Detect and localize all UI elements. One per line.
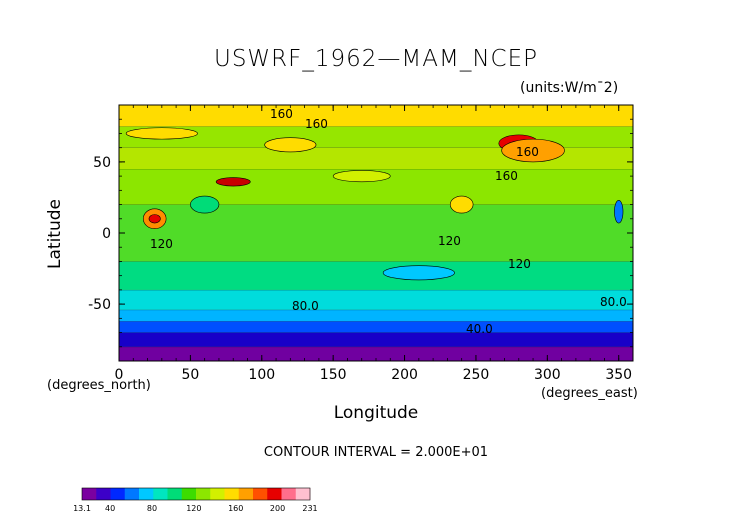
contour-region [264,137,317,153]
zonal-band [119,346,633,361]
zonal-band [119,332,633,347]
contour-region [501,138,565,163]
x-tick-label: 350 [605,367,632,383]
colorbar-swatch [210,488,225,500]
colorbar-label: 40 [105,504,115,513]
colorbar-frame [81,487,311,501]
contour-region [148,214,161,224]
x-tick-label: 200 [391,367,418,383]
contour-label: 120 [150,237,173,251]
x-tick-label: 0 [115,367,124,383]
contour-interval-label: CONTOUR INTERVAL = 2.000E+01 [263,445,489,460]
zonal-band [119,261,633,290]
chart-title: USWRF_1962—MAM_NCEP [213,46,538,72]
contour-label: 160 [495,169,518,183]
colorbar-label: 120 [186,504,201,513]
colorbar-swatch [181,488,197,500]
x-tick-label: 150 [320,367,347,383]
colorbar-label: 80 [147,504,157,513]
contour-labels: 160 160 160 160 120 120 120 80.0 80.0 40.0 [150,107,627,336]
heatmap-field [119,105,633,361]
colorbar-label: 160 [228,504,243,513]
contour-region [614,199,624,224]
colorbar-swatch [224,488,240,500]
x-tick-label: 50 [181,367,199,383]
colorbar-swatch [139,488,154,500]
colorbar-swatch [267,488,282,500]
y-tick-label: 0 [102,226,111,242]
colorbar-swatch [96,488,111,500]
contour-label: 120 [508,257,531,271]
contour-label: 160 [270,107,293,121]
colorbar-swatch [281,488,297,500]
y-axis-label: Latitude [45,199,65,269]
x-unit-label-right: (degrees_east) [541,386,638,401]
contour-label: 120 [438,234,461,248]
contour-region [382,265,455,281]
zonal-band [119,105,633,127]
contour-region [449,195,474,214]
x-axis-label: Longitude [333,403,419,423]
contour-region [215,177,251,187]
y-tick-label: -50 [88,297,111,313]
x-tick-label: 250 [463,367,490,383]
colorbar-swatch [82,488,97,500]
colorbar-swatch [153,488,168,500]
zonal-band [119,289,633,310]
colorbar-swatch [167,488,183,500]
colorbar-label: 200 [270,504,285,513]
contour-label: 160 [516,145,539,159]
colorbar-swatch [238,488,254,500]
zonal-band [119,204,633,262]
x-unit-label: (degrees_north) [47,378,151,393]
colorbar-swatch [196,488,211,500]
contour-region [332,170,391,183]
contour-region [125,127,198,140]
zonal-band [119,321,633,333]
x-tick-label: 300 [534,367,561,383]
contour-label: 80.0 [600,295,627,309]
y-tick-label: 50 [93,155,111,171]
colorbar-label: 13.1 [73,504,91,513]
colorbar-swatch [295,488,311,500]
units-label: (units:W/m¯2) [520,80,619,96]
axis-ticks: 0 50 100 150 200 250 300 350 -50 0 50 [88,105,633,383]
colorbar-label: 231 [302,504,317,513]
contour-label: 40.0 [466,322,493,336]
contour-region [190,195,220,214]
colorbar: 13.1 40 80 120 160 200 231 [73,487,318,513]
contour-label: 80.0 [292,299,319,313]
colorbar-swatch [110,488,126,500]
zonal-band [119,309,633,322]
colorbar-swatch [124,488,140,500]
contour-label: 160 [305,117,328,131]
colorbar-swatch [253,488,268,500]
x-tick-label: 100 [248,367,275,383]
